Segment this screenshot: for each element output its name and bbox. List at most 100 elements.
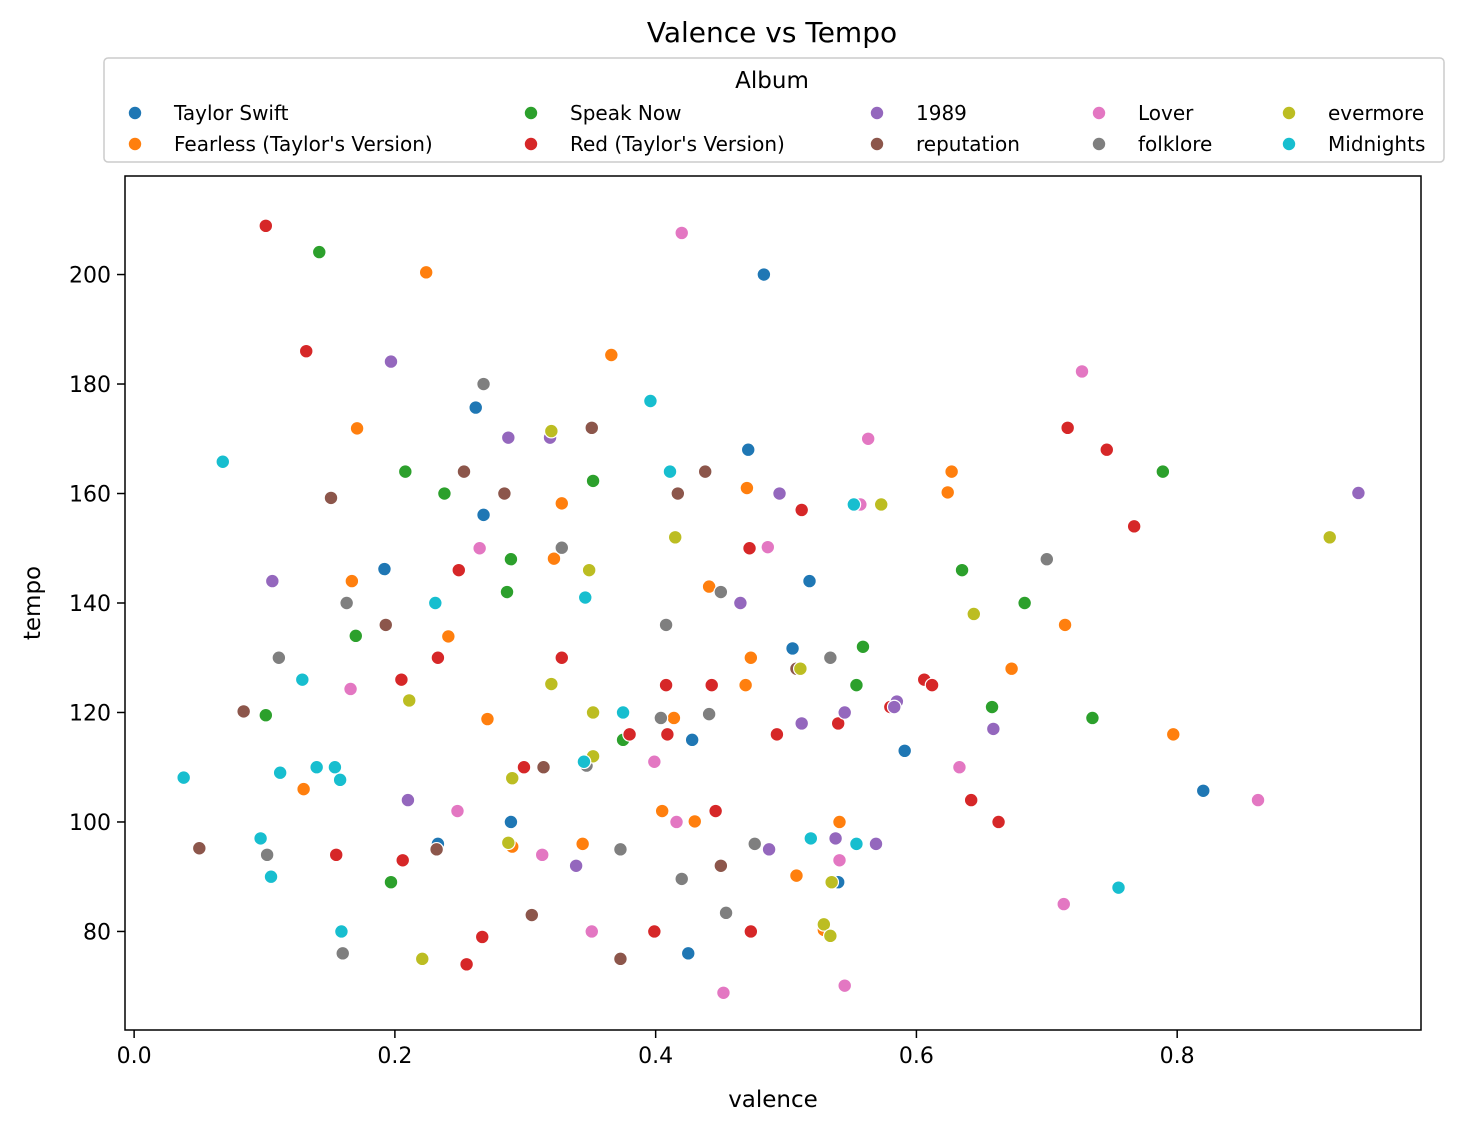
data-point <box>1111 880 1126 896</box>
data-point <box>924 677 940 693</box>
data-point <box>503 551 519 567</box>
legend-marker <box>127 136 143 152</box>
legend-marker <box>1091 105 1107 121</box>
data-point <box>603 347 619 363</box>
x-tick-label: 0.2 <box>377 1044 412 1069</box>
data-point <box>1250 792 1266 808</box>
legend-item: reputation <box>869 132 1020 156</box>
data-point <box>622 726 637 742</box>
data-point <box>760 539 776 555</box>
chart-title: Valence vs Tempo <box>647 16 897 49</box>
data-point <box>985 721 1001 737</box>
data-point <box>816 916 832 932</box>
data-point <box>429 841 445 857</box>
y-axis-ticks: 80 100 120 140 160 180 200 <box>69 264 125 945</box>
legend-label: Midnights <box>1328 132 1425 156</box>
y-tick-label: 180 <box>69 373 111 398</box>
data-point <box>704 677 720 693</box>
data-point <box>259 847 275 863</box>
data-point <box>427 595 443 611</box>
data-point <box>954 562 970 578</box>
legend-item: evermore <box>1281 101 1424 125</box>
data-point <box>554 495 570 511</box>
data-point <box>258 218 274 234</box>
x-axis-ticks: 0.0 0.2 0.4 0.6 0.8 <box>117 1030 1195 1069</box>
data-point <box>966 606 982 622</box>
data-point <box>1165 726 1181 742</box>
data-point <box>378 617 394 633</box>
legend-label: Taylor Swift <box>173 101 289 125</box>
data-point <box>397 464 413 480</box>
data-point <box>747 836 763 852</box>
data-point <box>584 420 600 436</box>
data-point <box>395 852 411 868</box>
data-point <box>585 705 601 720</box>
data-point <box>963 792 979 808</box>
data-point <box>739 480 755 496</box>
data-point <box>666 710 682 726</box>
data-point <box>543 676 559 692</box>
data-point <box>669 814 684 830</box>
data-point <box>1074 364 1090 379</box>
data-point <box>323 490 339 506</box>
data-point <box>792 661 808 677</box>
data-point <box>802 573 817 589</box>
data-point <box>296 781 312 797</box>
data-point <box>1099 442 1115 458</box>
legend-marker <box>523 136 539 152</box>
legend-label: evermore <box>1328 101 1424 125</box>
data-point <box>886 699 902 715</box>
legend: Album Taylor Swift Fearless (Taylor's Ver… <box>103 57 1445 163</box>
legend-item: 1989 <box>869 101 967 125</box>
data-point <box>646 924 662 939</box>
x-tick-label: 0.4 <box>638 1044 673 1069</box>
data-point <box>837 705 853 720</box>
data-point <box>476 376 491 392</box>
data-point <box>474 929 490 945</box>
data-point <box>272 765 288 781</box>
data-point <box>713 858 729 874</box>
data-point <box>713 584 729 600</box>
data-point <box>334 924 349 939</box>
data-point <box>832 852 847 868</box>
data-point <box>394 672 409 688</box>
legend-marker <box>1091 136 1107 152</box>
data-point <box>546 551 562 567</box>
data-point <box>667 529 683 545</box>
data-point <box>849 836 864 852</box>
data-point <box>716 985 731 1001</box>
legend-marker <box>869 105 885 121</box>
data-point <box>430 650 446 666</box>
data-point <box>536 759 551 775</box>
data-point <box>472 540 488 556</box>
data-point <box>332 772 348 788</box>
data-point <box>343 681 358 697</box>
data-point <box>577 590 593 605</box>
data-point <box>327 759 343 775</box>
data-point <box>1085 710 1100 726</box>
data-point <box>344 573 360 589</box>
data-point <box>585 473 601 489</box>
legend-marker <box>523 105 539 121</box>
legend-item: folklore <box>1091 132 1212 156</box>
data-point <box>236 703 252 719</box>
data-point <box>309 759 325 775</box>
data-point <box>761 841 777 857</box>
legend-item: Speak Now <box>523 101 681 125</box>
data-point <box>383 354 399 369</box>
data-point <box>615 705 631 720</box>
legend-item: Red (Taylor's Version) <box>523 132 785 156</box>
data-point <box>940 485 956 500</box>
data-point <box>756 267 772 282</box>
data-point <box>772 486 787 501</box>
legend-label: reputation <box>916 132 1020 156</box>
data-point <box>742 540 757 556</box>
data-point <box>480 711 495 727</box>
data-point <box>794 716 810 731</box>
data-point <box>264 573 280 589</box>
data-point <box>794 502 810 518</box>
data-points <box>176 218 1366 1001</box>
data-point <box>497 486 512 501</box>
data-point <box>339 595 355 611</box>
data-point <box>743 650 759 666</box>
